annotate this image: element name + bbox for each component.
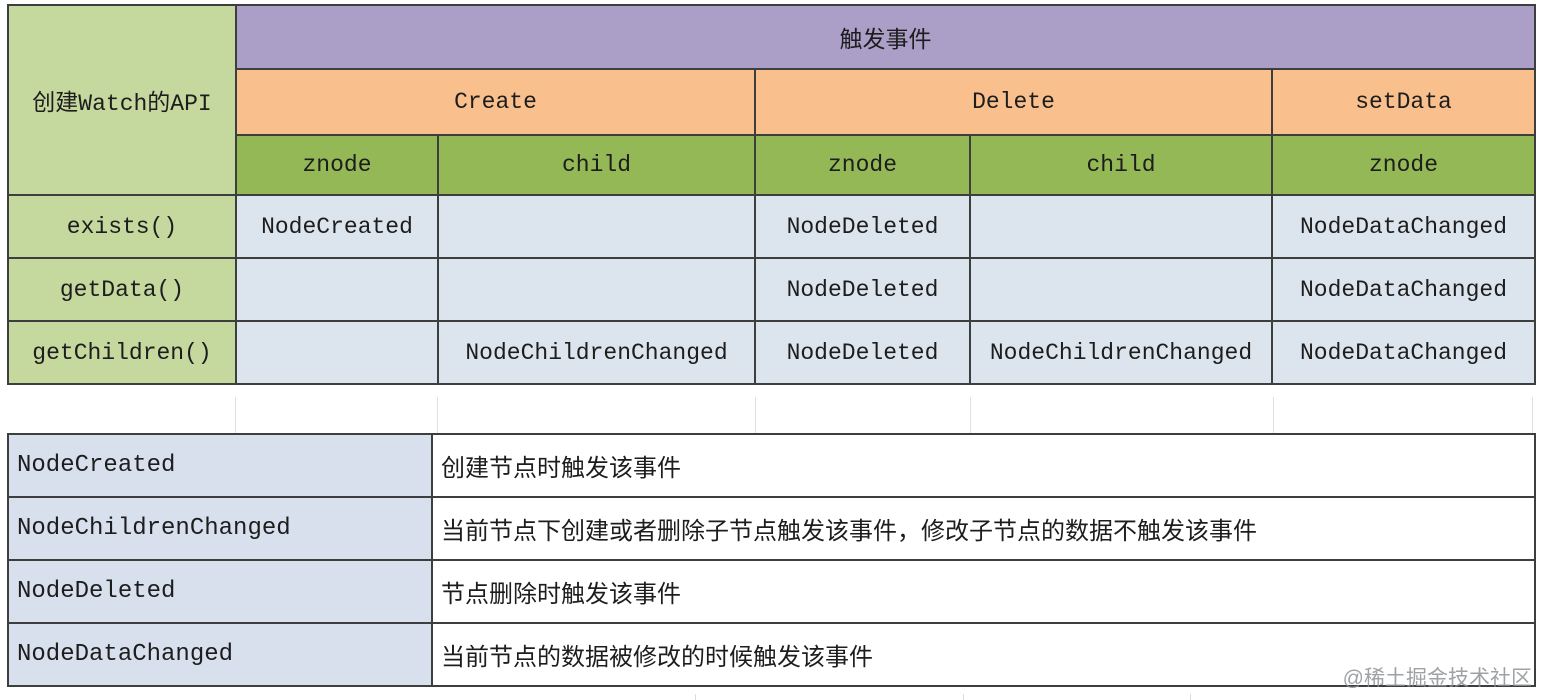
gridline <box>970 397 971 433</box>
event-desc-nodedeleted: 节点删除时触发该事件 <box>431 559 1536 624</box>
event-name-nodedatachanged: NodeDataChanged <box>7 622 433 687</box>
cell-getdata-setdata-znode: NodeDataChanged <box>1270 257 1537 322</box>
cell-getchildren-delete-znode: NodeDeleted <box>754 320 971 385</box>
gridline <box>695 694 696 700</box>
api-column-header: 创建Watch的API <box>7 4 237 196</box>
event-description-table: NodeCreated 创建节点时触发该事件 NodeChildrenChang… <box>7 433 1536 687</box>
cell-exists-delete-znode: NodeDeleted <box>754 194 971 259</box>
cell-getchildren-create-child: NodeChildrenChanged <box>437 320 756 385</box>
subheader-delete-child: child <box>969 134 1273 196</box>
event-name-nodecreated: NodeCreated <box>7 433 433 498</box>
cell-exists-create-child <box>437 194 756 259</box>
cell-getchildren-create-znode <box>235 320 439 385</box>
gridline <box>437 397 438 433</box>
table-row: NodeChildrenChanged 当前节点下创建或者删除子节点触发该事件，… <box>7 496 1536 561</box>
table-row: exists() NodeCreated NodeDeleted NodeDat… <box>7 194 1537 259</box>
gridline <box>755 397 756 433</box>
event-desc-nodechildrenchanged: 当前节点下创建或者删除子节点触发该事件，修改子节点的数据不触发该事件 <box>431 496 1536 561</box>
operation-header-create: Create <box>235 68 756 136</box>
cell-getdata-create-child <box>437 257 756 322</box>
operation-header-delete: Delete <box>754 68 1273 136</box>
gridline <box>1532 397 1533 433</box>
table-row: NodeDeleted 节点删除时触发该事件 <box>7 559 1536 624</box>
cell-getdata-delete-znode: NodeDeleted <box>754 257 971 322</box>
subheader-create-child: child <box>437 134 756 196</box>
cell-exists-setdata-znode: NodeDataChanged <box>1270 194 1537 259</box>
api-row-getdata: getData() <box>7 257 237 322</box>
table-row: getData() NodeDeleted NodeDataChanged <box>7 257 1537 322</box>
operation-header-setdata: setData <box>1270 68 1537 136</box>
cell-getchildren-delete-child: NodeChildrenChanged <box>969 320 1273 385</box>
subheader-setdata-znode: znode <box>1270 134 1537 196</box>
event-desc-nodedatachanged: 当前节点的数据被修改的时候触发该事件 <box>431 622 1536 687</box>
table-row: NodeCreated 创建节点时触发该事件 <box>7 433 1536 498</box>
cell-exists-delete-child <box>969 194 1273 259</box>
gridline <box>963 694 964 700</box>
subheader-delete-znode: znode <box>754 134 971 196</box>
event-desc-nodecreated: 创建节点时触发该事件 <box>431 433 1536 498</box>
trigger-event-header: 触发事件 <box>234 4 1537 70</box>
gridline <box>1190 694 1191 700</box>
event-name-nodechildrenchanged: NodeChildrenChanged <box>7 496 433 561</box>
gridline <box>1273 397 1274 433</box>
watch-api-event-table: 创建Watch的API 触发事件 Create Delete setData z… <box>7 4 1537 385</box>
cell-getdata-delete-child <box>969 257 1273 322</box>
api-row-exists: exists() <box>7 194 237 259</box>
cell-exists-create-znode: NodeCreated <box>235 194 439 259</box>
subheader-create-znode: znode <box>235 134 439 196</box>
table-row: getChildren() NodeChildrenChanged NodeDe… <box>7 320 1537 385</box>
watermark: @稀土掘金技术社区 <box>1342 667 1532 690</box>
cell-getchildren-setdata-znode: NodeDataChanged <box>1270 320 1537 385</box>
gridline <box>235 397 236 433</box>
event-name-nodedeleted: NodeDeleted <box>7 559 433 624</box>
table-row: NodeDataChanged 当前节点的数据被修改的时候触发该事件 <box>7 622 1536 687</box>
cell-getdata-create-znode <box>235 257 439 322</box>
table-gap <box>7 397 1534 433</box>
api-row-getchildren: getChildren() <box>7 320 237 385</box>
